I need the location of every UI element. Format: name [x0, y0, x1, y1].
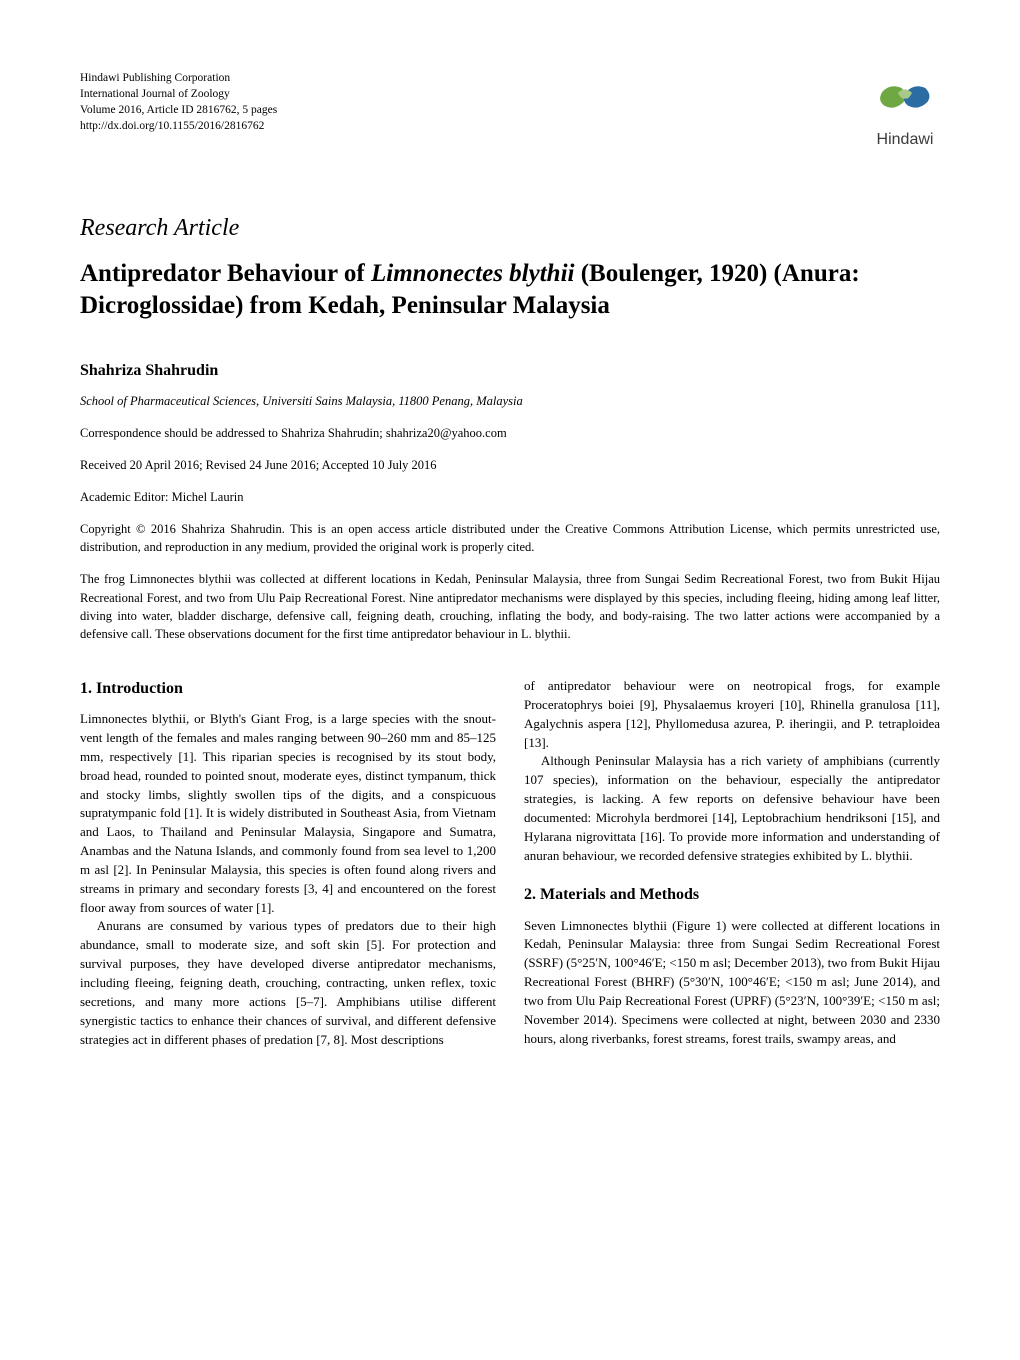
publisher-line: Volume 2016, Article ID 2816762, 5 pages	[80, 102, 277, 118]
author-affiliation: School of Pharmaceutical Sciences, Unive…	[80, 392, 940, 410]
title-part: Antipredator Behaviour of	[80, 260, 371, 287]
hindawi-logo-text: Hindawi	[870, 128, 940, 151]
section-heading-methods: 2. Materials and Methods	[524, 883, 940, 906]
section-heading-intro: 1. Introduction	[80, 677, 496, 700]
hindawi-logo: Hindawi	[870, 70, 940, 151]
intro-paragraph: Although Peninsular Malaysia has a rich …	[524, 752, 940, 865]
spacer	[524, 865, 940, 883]
correspondence: Correspondence should be addressed to Sh…	[80, 424, 940, 442]
publisher-line: http://dx.doi.org/10.1155/2016/2816762	[80, 118, 277, 134]
abstract: The frog Limnonectes blythii was collect…	[80, 570, 940, 643]
column-right: of antipredator behaviour were on neotro…	[524, 677, 940, 1049]
article-type: Research Article	[80, 211, 940, 246]
publisher-line: Hindawi Publishing Corporation	[80, 70, 277, 86]
copyright-notice: Copyright © 2016 Shahriza Shahrudin. Thi…	[80, 520, 940, 556]
title-species: Limnonectes blythii	[371, 260, 574, 287]
academic-editor: Academic Editor: Michel Laurin	[80, 488, 940, 506]
methods-paragraph: Seven Limnonectes blythii (Figure 1) wer…	[524, 917, 940, 1049]
intro-paragraph: Anurans are consumed by various types of…	[80, 917, 496, 1049]
article-dates: Received 20 April 2016; Revised 24 June …	[80, 456, 940, 474]
author-name: Shahriza Shahrudin	[80, 359, 940, 382]
intro-paragraph: of antipredator behaviour were on neotro…	[524, 677, 940, 752]
content-columns: 1. Introduction Limnonectes blythii, or …	[80, 677, 940, 1049]
publisher-info: Hindawi Publishing Corporation Internati…	[80, 70, 277, 134]
intro-paragraph: Limnonectes blythii, or Blyth's Giant Fr…	[80, 710, 496, 917]
header-row: Hindawi Publishing Corporation Internati…	[80, 70, 940, 151]
article-title: Antipredator Behaviour of Limnonectes bl…	[80, 258, 940, 323]
column-left: 1. Introduction Limnonectes blythii, or …	[80, 677, 496, 1049]
hindawi-logo-icon	[870, 70, 940, 120]
publisher-line: International Journal of Zoology	[80, 86, 277, 102]
